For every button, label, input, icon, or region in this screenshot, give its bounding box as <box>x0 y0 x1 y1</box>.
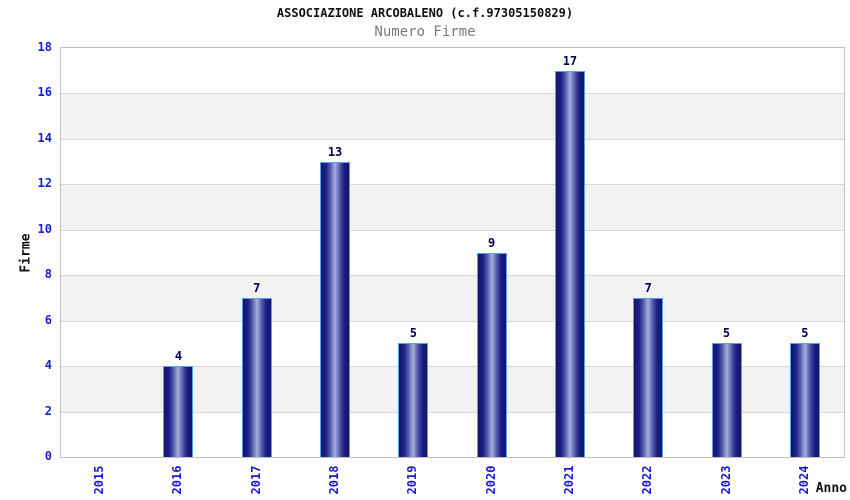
bar-value-label: 5 <box>722 326 731 341</box>
y-tick-label: 10 <box>37 221 52 236</box>
plot-area: 4 7 13 5 9 17 7 5 5 <box>60 47 845 458</box>
bar-value-label: 7 <box>644 280 652 295</box>
x-tick-label: 2020 <box>483 465 498 495</box>
x-tick-label: 2022 <box>640 465 655 495</box>
y-tick-label: 2 <box>44 403 52 418</box>
chart-title: ASSOCIAZIONE ARCOBALENO (c.f.97305150829… <box>276 6 574 20</box>
bar <box>554 70 585 457</box>
bar <box>398 343 429 457</box>
x-tick-label: 2018 <box>327 465 342 495</box>
bar <box>163 366 194 457</box>
x-tick-label: 2017 <box>248 465 263 495</box>
bar-value-label: 5 <box>801 326 809 341</box>
gridline <box>61 184 844 186</box>
gridline <box>61 93 844 95</box>
bar <box>789 343 820 457</box>
bar <box>320 161 351 457</box>
y-tick-label: 12 <box>37 176 52 191</box>
x-tick-label: 2016 <box>170 465 185 495</box>
gridline <box>61 411 844 413</box>
grid-band <box>61 184 844 230</box>
grid-band <box>61 138 844 185</box>
bar <box>476 252 507 457</box>
bar-value-label: 13 <box>327 144 343 159</box>
gridline <box>61 320 844 322</box>
bar <box>633 297 664 457</box>
bar-value-label: 7 <box>253 280 261 295</box>
bar-value-label: 4 <box>174 349 183 364</box>
chart-subtitle: Numero Firme <box>374 24 476 40</box>
x-tick-label: 2019 <box>405 465 420 495</box>
gridline <box>61 229 844 231</box>
y-tick-label: 16 <box>37 85 52 100</box>
x-tick-label: 2015 <box>92 465 107 495</box>
bar-value-label: 5 <box>409 326 417 341</box>
gridline <box>61 138 844 140</box>
grid-band <box>61 275 844 321</box>
bar <box>241 297 272 457</box>
grid-band <box>61 48 844 94</box>
y-tick-label: 6 <box>44 312 52 327</box>
x-tick-label: 2024 <box>796 465 811 495</box>
y-tick-label: 0 <box>44 449 52 463</box>
gridline <box>61 366 844 368</box>
bar-value-label: 17 <box>562 53 578 68</box>
bar <box>711 343 742 457</box>
x-tick-label: 2023 <box>718 465 733 495</box>
x-tick-label: 2021 <box>561 465 576 495</box>
grid-band <box>61 229 844 276</box>
y-tick-label: 14 <box>37 130 52 145</box>
x-axis-title: Anno <box>815 481 847 496</box>
bar-value-label: 9 <box>488 235 496 250</box>
gridline <box>61 275 844 277</box>
y-tick-label: 18 <box>37 40 52 54</box>
y-tick-label: 4 <box>44 358 52 373</box>
y-tick-label: 8 <box>44 267 52 282</box>
grid-band <box>61 93 844 139</box>
